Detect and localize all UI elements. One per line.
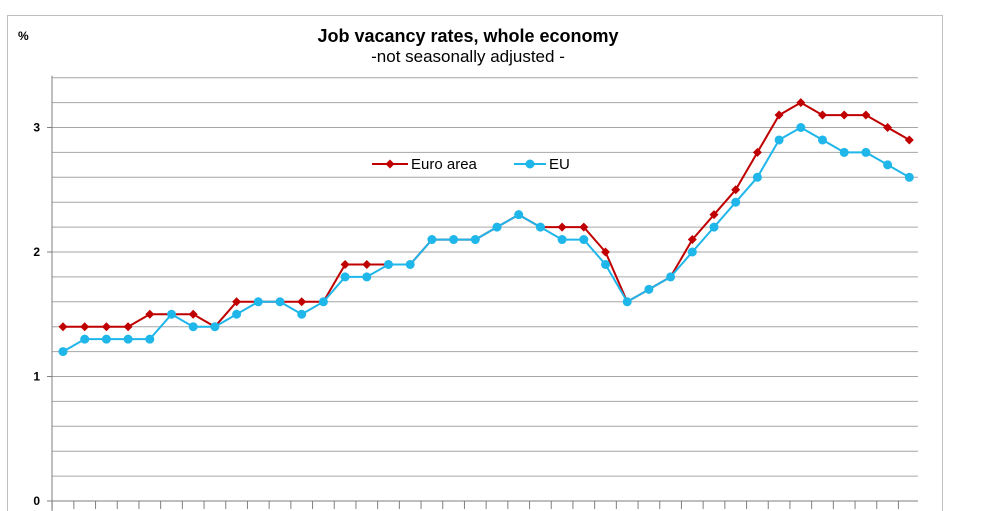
- chart-frame: [7, 15, 943, 511]
- data-point: [557, 222, 567, 232]
- data-point: [340, 259, 350, 269]
- data-point: [384, 259, 393, 269]
- series-euro-area: [58, 98, 914, 332]
- data-point: [601, 259, 610, 269]
- data-point: [557, 235, 567, 245]
- legend-eu-marker: [525, 159, 535, 169]
- data-point: [774, 135, 784, 145]
- data-point: [275, 297, 285, 307]
- data-point: [188, 309, 198, 319]
- data-point: [101, 334, 111, 344]
- data-point: [579, 235, 589, 245]
- data-point: [145, 309, 155, 319]
- series-line: [63, 101, 910, 328]
- series-eu: [58, 123, 914, 357]
- data-point: [514, 210, 524, 220]
- data-point: [297, 309, 307, 319]
- data-point: [709, 210, 719, 220]
- data-point: [774, 110, 784, 120]
- y-tick-label: 3: [33, 121, 40, 135]
- data-point: [644, 284, 654, 294]
- y-unit-label: %: [18, 29, 29, 43]
- data-point: [58, 322, 68, 332]
- legend-euro-area-marker: [385, 159, 395, 169]
- data-point: [340, 272, 350, 282]
- legend-eu-label: EU: [549, 156, 570, 173]
- data-point: [601, 247, 610, 257]
- data-point: [752, 172, 762, 182]
- series-layer: [58, 98, 914, 357]
- data-point: [58, 347, 68, 357]
- chart-subtitle: -not seasonally adjusted -: [371, 47, 565, 66]
- data-point: [731, 197, 741, 207]
- data-point: [796, 123, 806, 132]
- data-point: [709, 222, 719, 232]
- data-point: [405, 259, 415, 269]
- data-point: [123, 322, 133, 332]
- data-point: [904, 172, 914, 182]
- data-point: [687, 235, 697, 245]
- legend-euro-area-label: Euro area: [411, 156, 478, 173]
- data-point: [818, 135, 827, 145]
- data-point: [687, 247, 697, 257]
- data-point: [210, 322, 220, 332]
- data-point: [232, 297, 242, 307]
- data-point: [427, 235, 437, 245]
- data-point: [622, 297, 632, 307]
- data-point: [362, 259, 372, 269]
- grid-lines: [52, 77, 918, 477]
- series-line: [62, 126, 910, 353]
- data-point: [318, 297, 328, 307]
- data-point: [796, 98, 806, 108]
- data-point: [666, 272, 676, 282]
- data-point: [101, 322, 111, 332]
- data-point: [883, 160, 893, 170]
- data-point: [861, 110, 871, 120]
- y-tick-label: 0: [33, 494, 40, 508]
- chart-title: Job vacancy rates, whole economy: [317, 26, 618, 46]
- data-point: [80, 334, 90, 344]
- data-point: [80, 322, 90, 332]
- data-point: [579, 222, 589, 232]
- data-point: [883, 123, 893, 132]
- data-point: [362, 272, 372, 282]
- data-point: [470, 235, 480, 245]
- data-point: [535, 222, 545, 232]
- data-point: [861, 147, 871, 157]
- data-point: [731, 185, 741, 195]
- legend: Euro area EU: [372, 156, 570, 173]
- data-point: [167, 309, 176, 319]
- data-point: [297, 297, 307, 307]
- axes: 0 1 2 3: [33, 75, 918, 511]
- data-point: [839, 110, 849, 120]
- data-point: [904, 135, 914, 145]
- data-point: [818, 110, 827, 120]
- data-point: [188, 322, 198, 332]
- data-point: [232, 309, 242, 319]
- data-point: [449, 235, 459, 245]
- data-point: [123, 334, 133, 344]
- y-tick-label: 1: [33, 370, 40, 384]
- data-point: [492, 222, 502, 232]
- data-point: [752, 147, 762, 157]
- data-point: [253, 297, 263, 307]
- y-tick-label: 2: [33, 245, 40, 259]
- data-point: [839, 147, 849, 157]
- data-point: [145, 334, 155, 344]
